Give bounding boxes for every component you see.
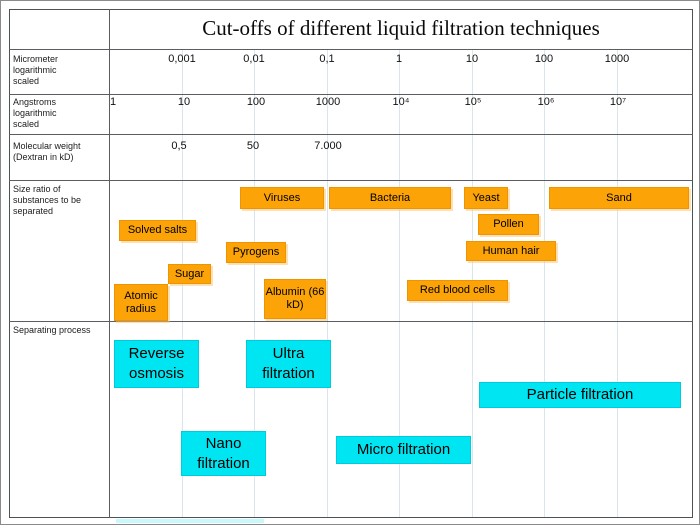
row-label-angstroms: Angstroms logarithmic scaled xyxy=(13,97,57,129)
cyan-artifact xyxy=(116,519,264,523)
micrometer-tick: 0,001 xyxy=(168,53,196,65)
molecular-tick: 50 xyxy=(246,140,260,152)
angstrom-tick: 10⁵ xyxy=(464,96,482,108)
angstrom-tick: 100 xyxy=(246,96,266,108)
substance-box-pollen: Pollen xyxy=(478,214,539,235)
process-box-nano-filtration: Nano filtration xyxy=(181,431,266,476)
micrometer-tick: 0,01 xyxy=(243,53,265,65)
row-divider-title xyxy=(9,49,693,50)
molecular-tick: 7.000 xyxy=(314,140,342,152)
substance-box-sugar: Sugar xyxy=(168,264,211,284)
label-column-divider xyxy=(109,9,110,518)
process-box-micro-filtration: Micro filtration xyxy=(336,436,471,464)
micrometer-tick: 10 xyxy=(465,53,479,65)
row-divider-micrometer xyxy=(9,94,693,95)
row-label-process: Separating process xyxy=(13,325,91,335)
gridline xyxy=(254,49,255,518)
molecular-tick: 0,5 xyxy=(171,140,187,152)
substance-box-red-blood-cells: Red blood cells xyxy=(407,280,508,301)
substance-box-bacteria: Bacteria xyxy=(329,187,451,209)
substance-box-solved-salts: Solved salts xyxy=(119,220,196,241)
process-box-particle-filtration: Particle filtration xyxy=(479,382,681,408)
table-border xyxy=(9,9,693,518)
angstrom-tick: 10⁶ xyxy=(537,96,555,108)
gridline xyxy=(327,49,328,518)
row-label-molecular: Molecular weight (Dextran in kD) xyxy=(13,141,81,162)
substance-box-atomic-radius: Atomic radius xyxy=(114,284,168,321)
gridline xyxy=(544,49,545,518)
angstrom-tick: 1000 xyxy=(315,96,341,108)
row-label-size-ratio: Size ratio of substances to be separated xyxy=(13,184,82,216)
row-divider-molecular xyxy=(9,180,693,181)
gridline xyxy=(399,49,400,518)
diagram-title: Cut-offs of different liquid filtration … xyxy=(202,16,600,40)
process-box-ultra-filtration: Ultra filtration xyxy=(246,340,331,388)
substance-box-yeast: Yeast xyxy=(464,187,508,209)
substance-box-human-hair: Human hair xyxy=(466,241,556,261)
substance-box-albumin: Albumin (66 kD) xyxy=(264,279,326,319)
substance-box-sand: Sand xyxy=(549,187,689,209)
micrometer-tick: 1000 xyxy=(604,53,630,65)
process-box-reverse-osmosis: Reverse osmosis xyxy=(114,340,199,388)
row-divider-angstroms xyxy=(9,134,693,135)
substance-box-pyrogens: Pyrogens xyxy=(226,242,286,263)
gridline xyxy=(617,49,618,518)
row-divider-size-ratio xyxy=(9,321,693,322)
angstrom-tick: 10 xyxy=(177,96,191,108)
substance-box-viruses: Viruses xyxy=(240,187,324,209)
angstrom-tick: 10⁷ xyxy=(609,96,627,108)
angstrom-tick: 10⁴ xyxy=(392,96,410,108)
micrometer-tick: 1 xyxy=(395,53,403,65)
micrometer-tick: 100 xyxy=(534,53,554,65)
angstrom-tick: 1 xyxy=(109,96,117,108)
micrometer-tick: 0,1 xyxy=(319,53,335,65)
row-label-micrometer: Micrometer logarithmic scaled xyxy=(13,54,59,86)
